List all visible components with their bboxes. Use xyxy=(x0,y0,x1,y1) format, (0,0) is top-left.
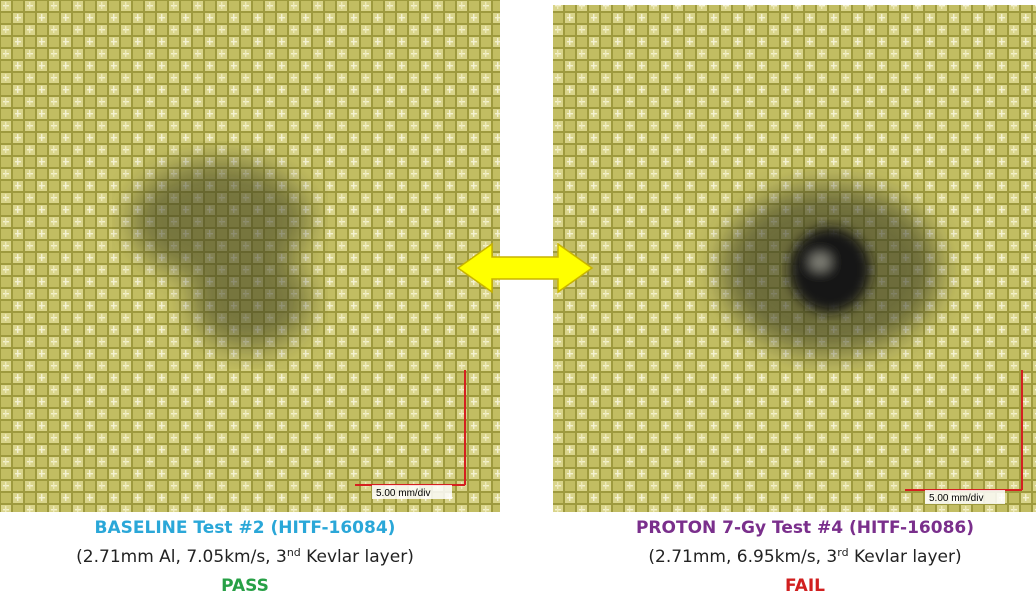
figure: 5.00 mm/div 5.00 mm/div BASELINE Test #2… xyxy=(0,0,1036,598)
detail-text: (2.71mm, 6.95km/s, 3 xyxy=(648,547,837,567)
result: PASS xyxy=(221,576,269,596)
page: 5.00 mm/div 5.00 mm/div BASELINE Test #2… xyxy=(0,0,1036,598)
caption-title: BASELINE Test #2 (HITF-16084) xyxy=(95,518,396,538)
detail-text: Kevlar layer) xyxy=(301,547,414,567)
left-photo: 5.00 mm/div xyxy=(0,0,500,512)
caption-detail: (2.71mm, 6.95km/s, 3rd Kevlar layer) xyxy=(648,546,961,567)
detail-text: Kevlar layer) xyxy=(849,547,962,567)
scale-label: 5.00 mm/div xyxy=(376,488,430,499)
detail-text: (2.71mm Al, 7.05km/s, 3 xyxy=(76,547,287,567)
right-photo: 5.00 mm/div xyxy=(553,5,1036,512)
superscript: rd xyxy=(837,546,848,559)
caption-title: PROTON 7-Gy Test #4 (HITF-16086) xyxy=(636,518,974,538)
scale-label: 5.00 mm/div xyxy=(929,493,983,504)
caption-detail: (2.71mm Al, 7.05km/s, 3nd Kevlar layer) xyxy=(76,546,414,567)
superscript: nd xyxy=(287,546,301,559)
result: FAIL xyxy=(785,576,825,596)
